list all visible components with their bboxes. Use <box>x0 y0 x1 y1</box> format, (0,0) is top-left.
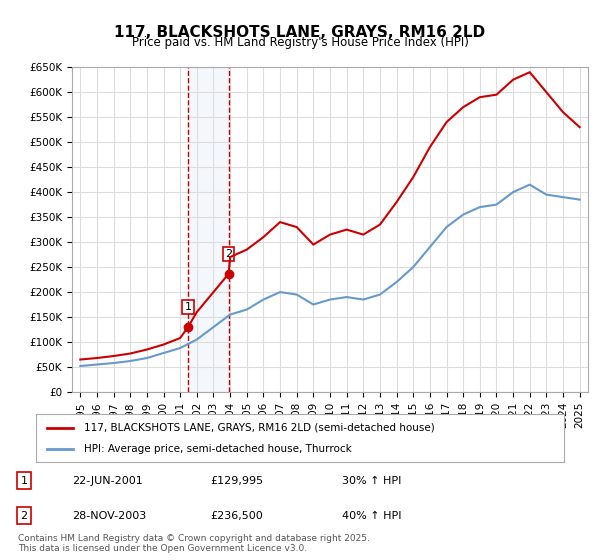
Text: 1: 1 <box>185 302 191 312</box>
Text: 40% ↑ HPI: 40% ↑ HPI <box>342 511 401 521</box>
Text: £129,995: £129,995 <box>210 476 263 486</box>
Text: 30% ↑ HPI: 30% ↑ HPI <box>342 476 401 486</box>
Text: 1: 1 <box>20 476 28 486</box>
Text: HPI: Average price, semi-detached house, Thurrock: HPI: Average price, semi-detached house,… <box>83 444 351 454</box>
Text: 117, BLACKSHOTS LANE, GRAYS, RM16 2LD (semi-detached house): 117, BLACKSHOTS LANE, GRAYS, RM16 2LD (s… <box>83 423 434 433</box>
Text: 2: 2 <box>20 511 28 521</box>
Text: 28-NOV-2003: 28-NOV-2003 <box>72 511 146 521</box>
Text: 2: 2 <box>225 249 232 259</box>
Text: £236,500: £236,500 <box>210 511 263 521</box>
Text: 117, BLACKSHOTS LANE, GRAYS, RM16 2LD: 117, BLACKSHOTS LANE, GRAYS, RM16 2LD <box>115 25 485 40</box>
Text: Price paid vs. HM Land Registry's House Price Index (HPI): Price paid vs. HM Land Registry's House … <box>131 36 469 49</box>
Text: Contains HM Land Registry data © Crown copyright and database right 2025.
This d: Contains HM Land Registry data © Crown c… <box>18 534 370 553</box>
Text: 22-JUN-2001: 22-JUN-2001 <box>72 476 143 486</box>
Bar <box>188 67 229 392</box>
